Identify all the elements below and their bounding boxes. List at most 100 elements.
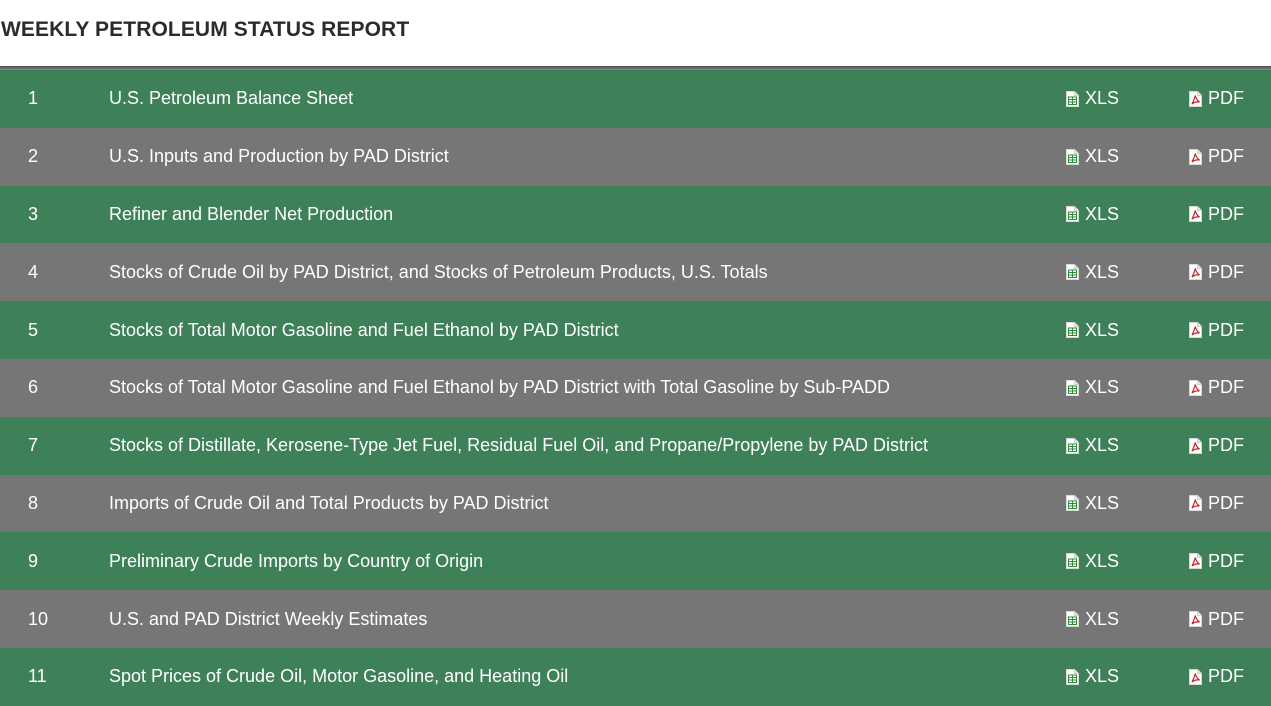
pdf-label: PDF [1208, 550, 1244, 571]
pdf-file-icon [1189, 322, 1202, 339]
pdf-file-icon [1189, 553, 1202, 570]
pdf-download-link[interactable]: PDF [1189, 377, 1244, 398]
table-row: 4 Stocks of Crude Oil by PAD District, a… [0, 243, 1271, 302]
table-name: Preliminary Crude Imports by Country of … [109, 550, 484, 571]
table-number: 3 [28, 203, 39, 224]
pdf-download-link[interactable]: PDF [1189, 262, 1244, 283]
xls-label: XLS [1085, 319, 1120, 340]
pdf-download-link[interactable]: PDF [1189, 146, 1244, 167]
xls-label: XLS [1085, 88, 1120, 109]
xls-download-link[interactable]: XLS [1066, 146, 1119, 167]
xls-download-link[interactable]: XLS [1066, 88, 1119, 109]
xls-download-link[interactable]: XLS [1066, 551, 1119, 572]
table-number: 7 [28, 435, 39, 456]
pdf-label: PDF [1208, 666, 1244, 687]
table-number: 1 [28, 88, 39, 109]
table-name: U.S. Inputs and Production by PAD Distri… [109, 146, 449, 167]
spreadsheet-file-icon [1066, 668, 1079, 685]
table-name: Refiner and Blender Net Production [109, 203, 394, 224]
xls-download-link[interactable]: XLS [1066, 493, 1119, 514]
table-row: 1 U.S. Petroleum Balance Sheet XLS [0, 70, 1271, 128]
xls-download-link[interactable]: XLS [1066, 377, 1119, 398]
pdf-download-link[interactable]: PDF [1189, 435, 1244, 456]
pdf-file-icon [1189, 437, 1202, 454]
xls-label: XLS [1085, 146, 1120, 167]
table-name: Stocks of Crude Oil by PAD District, and… [109, 261, 768, 282]
table-name: U.S. and PAD District Weekly Estimates [109, 608, 428, 629]
xls-label: XLS [1085, 608, 1120, 629]
pdf-label: PDF [1208, 261, 1244, 282]
table-number: 4 [28, 261, 39, 282]
table-number: 11 [28, 666, 47, 687]
spreadsheet-file-icon [1066, 264, 1079, 281]
report-table: 1 U.S. Petroleum Balance Sheet XLS [0, 70, 1271, 706]
table-name: U.S. Petroleum Balance Sheet [109, 88, 354, 109]
pdf-label: PDF [1208, 435, 1244, 456]
table-row: 6 Stocks of Total Motor Gasoline and Fue… [0, 358, 1271, 417]
table-number: 2 [28, 146, 39, 167]
pdf-label: PDF [1208, 608, 1244, 629]
xls-label: XLS [1085, 492, 1120, 513]
pdf-file-icon [1189, 668, 1202, 685]
table-row: 11 Spot Prices of Crude Oil, Motor Gasol… [0, 647, 1271, 706]
pdf-label: PDF [1208, 377, 1244, 398]
table-row: 10 U.S. and PAD District Weekly Estimate… [0, 590, 1271, 648]
xls-label: XLS [1085, 666, 1120, 687]
pdf-download-link[interactable]: PDF [1189, 666, 1244, 687]
table-row: 7 Stocks of Distillate, Kerosene-Type Je… [0, 416, 1271, 475]
pdf-label: PDF [1208, 319, 1244, 340]
table-name: Spot Prices of Crude Oil, Motor Gasoline… [109, 666, 569, 687]
pdf-file-icon [1189, 611, 1202, 628]
table-name: Stocks of Total Motor Gasoline and Fuel … [109, 377, 891, 398]
table-name: Stocks of Distillate, Kerosene-Type Jet … [109, 435, 929, 456]
xls-download-link[interactable]: XLS [1066, 609, 1119, 630]
spreadsheet-file-icon [1066, 148, 1079, 165]
spreadsheet-file-icon [1066, 553, 1079, 570]
pdf-label: PDF [1208, 203, 1244, 224]
table-row: 3 Refiner and Blender Net Production XLS [0, 185, 1271, 244]
page-title: WEEKLY PETROLEUM STATUS REPORT [1, 18, 410, 41]
pdf-download-link[interactable]: PDF [1189, 320, 1244, 341]
xls-download-link[interactable]: XLS [1066, 262, 1119, 283]
pdf-label: PDF [1208, 88, 1244, 109]
pdf-file-icon [1189, 495, 1202, 512]
xls-label: XLS [1085, 435, 1120, 456]
xls-label: XLS [1085, 550, 1120, 571]
table-number: 10 [28, 608, 49, 629]
pdf-download-link[interactable]: PDF [1189, 551, 1244, 572]
pdf-download-link[interactable]: PDF [1189, 493, 1244, 514]
xls-download-link[interactable]: XLS [1066, 666, 1119, 687]
spreadsheet-file-icon [1066, 611, 1079, 628]
spreadsheet-file-icon [1066, 379, 1079, 396]
pdf-download-link[interactable]: PDF [1189, 609, 1244, 630]
spreadsheet-file-icon [1066, 90, 1079, 107]
xls-download-link[interactable]: XLS [1066, 320, 1119, 341]
spreadsheet-file-icon [1066, 437, 1079, 454]
table-name: Imports of Crude Oil and Total Products … [109, 492, 549, 513]
spreadsheet-file-icon [1066, 322, 1079, 339]
table-name: Stocks of Total Motor Gasoline and Fuel … [109, 319, 619, 340]
pdf-file-icon [1189, 379, 1202, 396]
pdf-file-icon [1189, 264, 1202, 281]
header-divider [0, 66, 1271, 70]
xls-label: XLS [1085, 261, 1120, 282]
pdf-download-link[interactable]: PDF [1189, 204, 1244, 225]
table-row: 5 Stocks of Total Motor Gasoline and Fue… [0, 301, 1271, 359]
table-row: 8 Imports of Crude Oil and Total Product… [0, 474, 1271, 533]
table-number: 8 [28, 492, 39, 513]
spreadsheet-file-icon [1066, 206, 1079, 223]
spreadsheet-file-icon [1066, 495, 1079, 512]
pdf-file-icon [1189, 148, 1202, 165]
table-row: 2 U.S. Inputs and Production by PAD Dist… [0, 127, 1271, 186]
xls-download-link[interactable]: XLS [1066, 435, 1119, 456]
table-number: 6 [28, 377, 39, 398]
pdf-label: PDF [1208, 146, 1244, 167]
pdf-file-icon [1189, 206, 1202, 223]
pdf-file-icon [1189, 90, 1202, 107]
xls-label: XLS [1085, 377, 1120, 398]
xls-download-link[interactable]: XLS [1066, 204, 1119, 225]
table-row: 9 Preliminary Crude Imports by Country o… [0, 532, 1271, 591]
pdf-download-link[interactable]: PDF [1189, 88, 1244, 109]
xls-label: XLS [1085, 203, 1120, 224]
